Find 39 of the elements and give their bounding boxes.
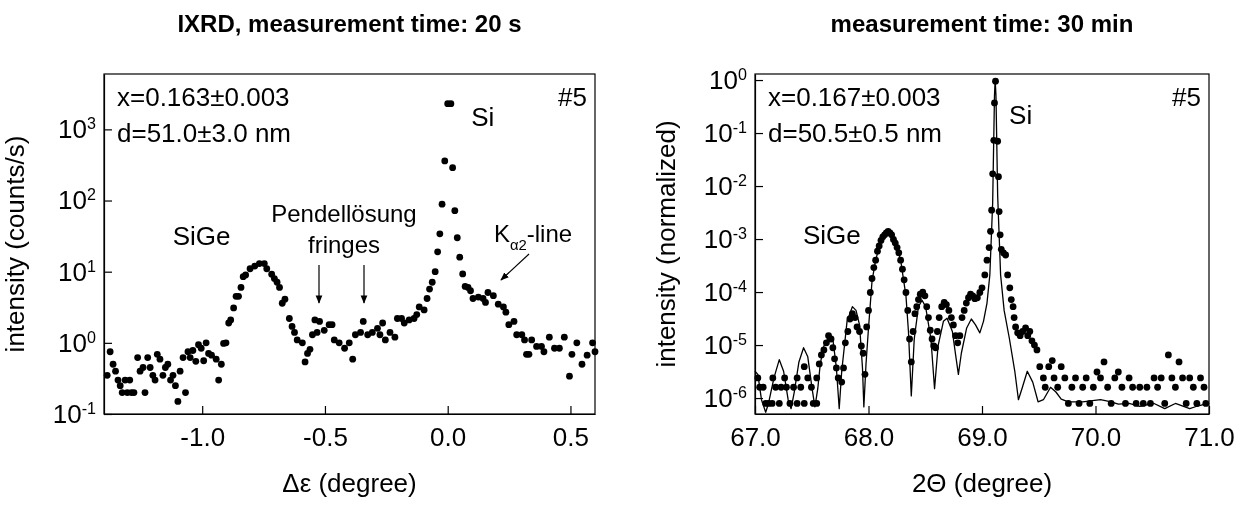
annotation: d=51.0±3.0 nm: [117, 118, 292, 148]
annotation: #5: [558, 82, 587, 112]
x-tick-label: -1.0: [180, 422, 226, 453]
y-tick-label: 10$^{-4}$: [703, 276, 748, 307]
annotation: #5: [1172, 82, 1201, 112]
x-axis-title: Δε (degree): [282, 468, 417, 498]
x-axis-title: 2Θ (degree): [911, 468, 1053, 498]
x-tick-label: 69.0: [957, 422, 1008, 453]
annotation: Si: [1009, 100, 1033, 131]
y-tick-label: 10$^{-5}$: [703, 329, 748, 360]
y-tick-label: 10$^{-1}$: [703, 117, 748, 148]
annotation: x=0.163±0.003: [117, 82, 290, 112]
x-tick-label: 0.5: [552, 422, 590, 453]
annotation: SiGe: [802, 220, 861, 250]
y-tick-label: 10$^{-2}$: [703, 170, 748, 201]
x-tick-label: 71.0: [1184, 422, 1235, 453]
annotation: K$_{α2}$-line: [493, 220, 573, 253]
y-tick-label: 10$^{-6}$: [703, 382, 748, 413]
x-tick-label: -0.5: [303, 422, 348, 453]
chart-title: measurement time: 30 min: [830, 10, 1134, 37]
annotation: Pendellösung fringes: [271, 200, 417, 258]
y-tick-label: 10$^{-1}$: [52, 398, 97, 429]
y-axis-title: intensity (counts/s): [0, 135, 30, 353]
y-tick-label: 10$^{1}$: [58, 256, 97, 287]
y-tick-label: 10$^{0}$: [58, 327, 97, 358]
y-tick-label: 10$^{-3}$: [703, 223, 748, 254]
annotation: SiGe: [172, 220, 231, 251]
annotation: Si: [471, 101, 495, 132]
y-axis-title: intensity (normalized): [651, 120, 681, 368]
x-tick-label: 0.0: [430, 422, 467, 453]
annotation: d=50.5±0.5 nm: [768, 118, 943, 148]
x-tick-label: 70.0: [1070, 422, 1122, 453]
annotation: x=0.167±0.003: [768, 82, 941, 112]
y-tick-label: 10$^{2}$: [58, 185, 97, 216]
x-tick-label: 67.0: [730, 422, 781, 453]
x-tick-label: 68.0: [843, 422, 895, 453]
chart-title: IXRD, measurement time: 20 s: [177, 10, 522, 37]
y-tick-label: 10$^{3}$: [58, 114, 97, 145]
y-tick-label: 10$^{0}$: [709, 64, 748, 95]
